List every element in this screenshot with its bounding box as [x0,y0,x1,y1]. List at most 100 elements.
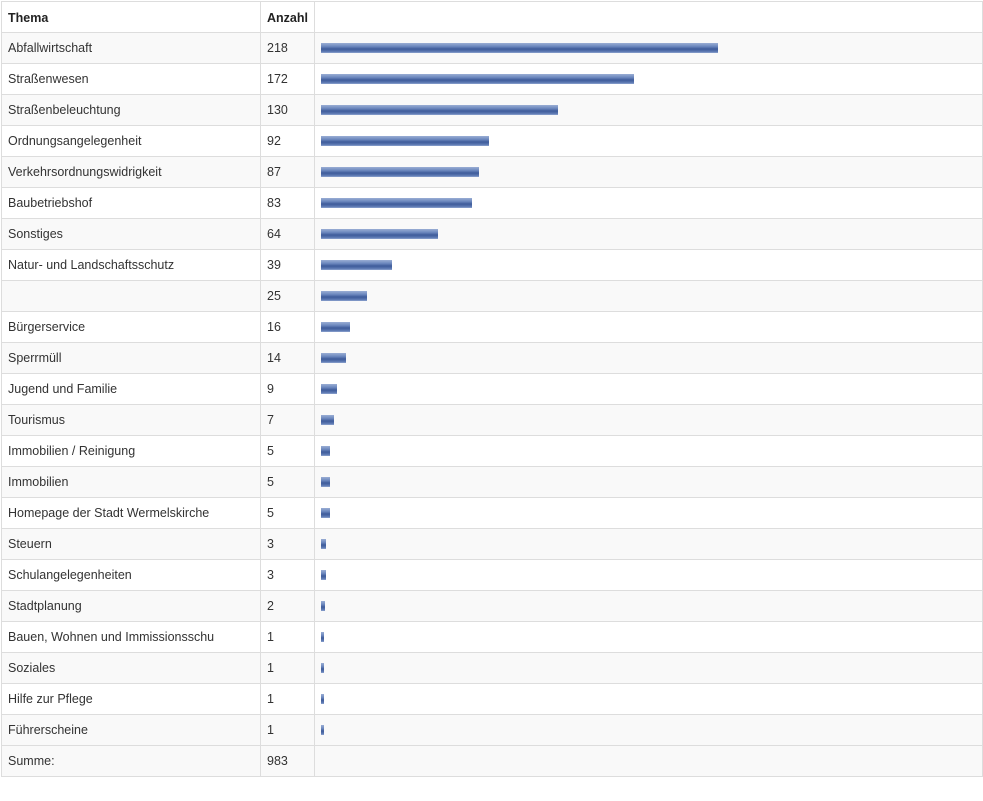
table-row: Verkehrsordnungswidrigkeit 87 [1,156,983,188]
bar-cell [314,373,983,405]
bar-cell [314,466,983,498]
topic-count: 7 [260,404,315,436]
topic-count: 92 [260,125,315,157]
table-row: Jugend und Familie 9 [1,373,983,405]
topic-label: Natur- und Landschaftsschutz [1,249,261,281]
bar-cell [314,156,983,188]
bar-cell [314,63,983,95]
table-row: Sperrmüll 14 [1,342,983,374]
bar-mark [321,570,326,580]
topic-label: Immobilien [1,466,261,498]
summe-bar-cell [314,745,983,777]
table-row: Steuern 3 [1,528,983,560]
bar-mark [321,384,337,394]
bar-cell [314,559,983,591]
bar-mark [321,415,334,425]
bar-mark [321,43,718,53]
table-body: Abfallwirtschaft 218 Straßenwesen 172 Straße… [1,32,983,746]
table-row: Baubetriebshof 83 [1,187,983,219]
table-row: Hilfe zur Pflege 1 [1,683,983,715]
topic-label: Immobilien / Reinigung [1,435,261,467]
topic-count: 25 [260,280,315,312]
topic-label: Hilfe zur Pflege [1,683,261,715]
bar-mark [321,539,326,549]
table-row: Ordnungsangelegenheit 92 [1,125,983,157]
bar-mark [321,601,325,611]
topic-count: 3 [260,528,315,560]
summe-row: Summe: 983 [1,745,983,777]
topic-label: Tourismus [1,404,261,436]
topic-label: Sperrmüll [1,342,261,374]
topic-count: 218 [260,32,315,64]
bar-mark [321,477,330,487]
bar-cell [314,187,983,219]
table-row: Straßenbeleuchtung 130 [1,94,983,126]
topic-count: 1 [260,652,315,684]
topic-count: 3 [260,559,315,591]
table-row: 25 [1,280,983,312]
bar-cell [314,621,983,653]
topic-label: Bauen, Wohnen und Immissionsschu [1,621,261,653]
bar-mark [321,353,346,363]
table-row: Bürgerservice 16 [1,311,983,343]
bar-mark [321,198,472,208]
topic-label: Abfallwirtschaft [1,32,261,64]
table-header-row: Thema Anzahl [1,1,983,33]
topic-label [1,280,261,312]
table-row: Stadtplanung 2 [1,590,983,622]
topic-label: Steuern [1,528,261,560]
summe-label: Summe: [1,745,261,777]
topic-count: 64 [260,218,315,250]
topic-label: Straßenbeleuchtung [1,94,261,126]
topic-label: Stadtplanung [1,590,261,622]
bar-cell [314,435,983,467]
topic-count: 9 [260,373,315,405]
table-row: Abfallwirtschaft 218 [1,32,983,64]
topic-label: Sonstiges [1,218,261,250]
bar-mark [321,508,330,518]
column-header-anzahl: Anzahl [260,1,315,33]
topic-count: 5 [260,435,315,467]
bar-cell [314,311,983,343]
table-row: Straßenwesen 172 [1,63,983,95]
topic-label: Bürgerservice [1,311,261,343]
bar-cell [314,714,983,746]
bar-mark [321,229,438,239]
bar-cell [314,683,983,715]
topic-count: 2 [260,590,315,622]
bar-mark [321,694,324,704]
table-row: Homepage der Stadt Wermelskirche 5 [1,497,983,529]
bar-cell [314,218,983,250]
topic-statistics-table: Thema Anzahl Abfallwirtschaft 218 Straßenw… [1,1,983,777]
topic-count: 87 [260,156,315,188]
table-row: Immobilien / Reinigung 5 [1,435,983,467]
topic-count: 1 [260,714,315,746]
bar-cell [314,404,983,436]
bar-mark [321,663,324,673]
table-row: Bauen, Wohnen und Immissionsschu 1 [1,621,983,653]
bar-cell [314,280,983,312]
bar-cell [314,32,983,64]
bar-cell [314,528,983,560]
column-header-thema: Thema [1,1,261,33]
topic-label: Jugend und Familie [1,373,261,405]
bar-mark [321,322,350,332]
bar-cell [314,590,983,622]
bar-mark [321,105,558,115]
table-row: Sonstiges 64 [1,218,983,250]
topic-count: 5 [260,497,315,529]
bar-cell [314,652,983,684]
topic-label: Verkehrsordnungswidrigkeit [1,156,261,188]
bar-mark [321,136,489,146]
topic-label: Schulangelegenheiten [1,559,261,591]
bar-mark [321,167,479,177]
table-row: Tourismus 7 [1,404,983,436]
bar-cell [314,342,983,374]
bar-mark [321,446,330,456]
table-row: Immobilien 5 [1,466,983,498]
bar-cell [314,249,983,281]
topic-label: Soziales [1,652,261,684]
table-row: Natur- und Landschaftsschutz 39 [1,249,983,281]
bar-mark [321,260,392,270]
topic-count: 16 [260,311,315,343]
